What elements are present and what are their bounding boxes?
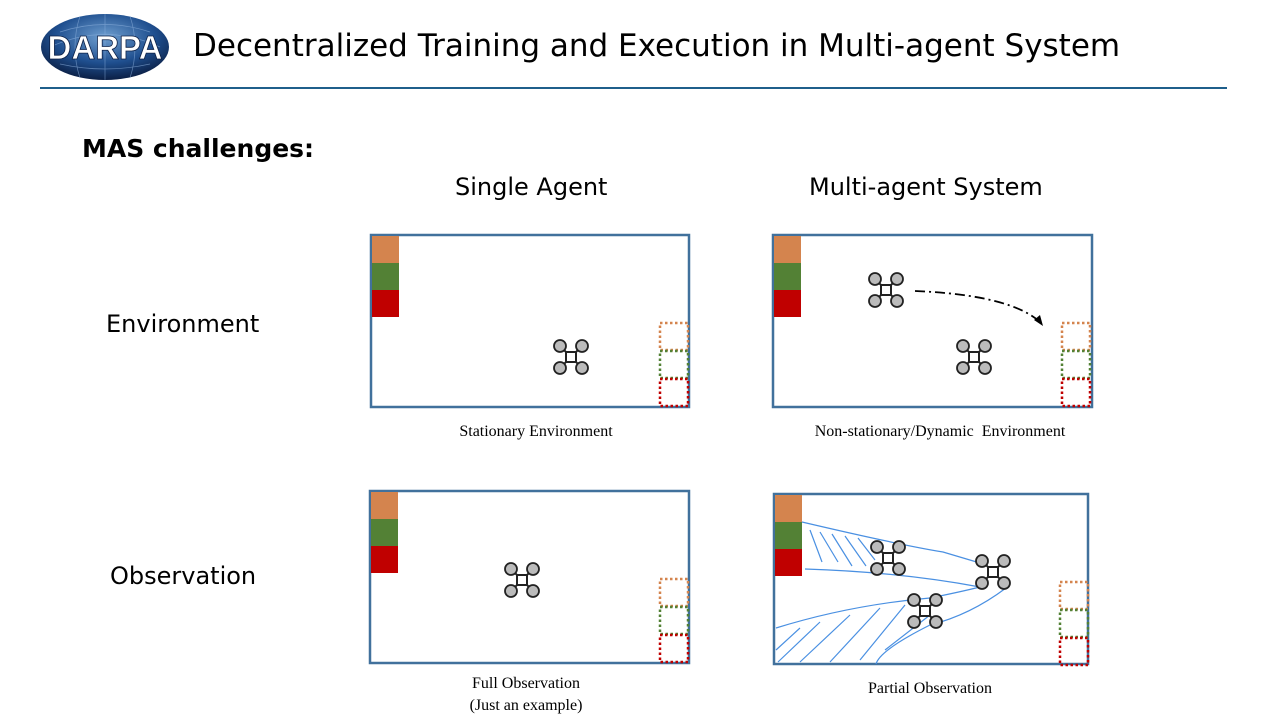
motion-arrow <box>914 290 1041 323</box>
start-squares <box>371 492 398 573</box>
column-header-multi-agent: Multi-agent System <box>809 173 1043 201</box>
caption-stationary: Stationary Environment <box>459 423 613 440</box>
header-divider <box>40 87 1227 89</box>
page-title: Decentralized Training and Execution in … <box>193 28 1121 64</box>
panel-partial-observation <box>772 492 1090 667</box>
caption-full: Full Observation <box>472 675 580 692</box>
row-header-environment: Environment <box>106 310 260 338</box>
panel-full-observation <box>368 489 691 665</box>
caption-full-note: (Just an example) <box>469 697 583 714</box>
caption-dynamic: Non-stationary/Dynamic Environment <box>814 423 1066 440</box>
panel-dynamic-environment <box>771 233 1094 409</box>
darpa-logo: DARPA <box>40 12 170 82</box>
start-squares <box>372 236 399 317</box>
section-heading: MAS challenges: <box>82 134 315 163</box>
start-squares <box>775 495 802 576</box>
column-header-single-agent: Single Agent <box>455 173 608 201</box>
start-squares <box>774 236 801 317</box>
svg-text:DARPA: DARPA <box>48 29 163 66</box>
panel-stationary-environment <box>369 233 691 409</box>
row-header-observation: Observation <box>110 562 257 590</box>
caption-partial: Partial Observation <box>868 680 992 697</box>
arrow-head-icon <box>1034 315 1043 326</box>
